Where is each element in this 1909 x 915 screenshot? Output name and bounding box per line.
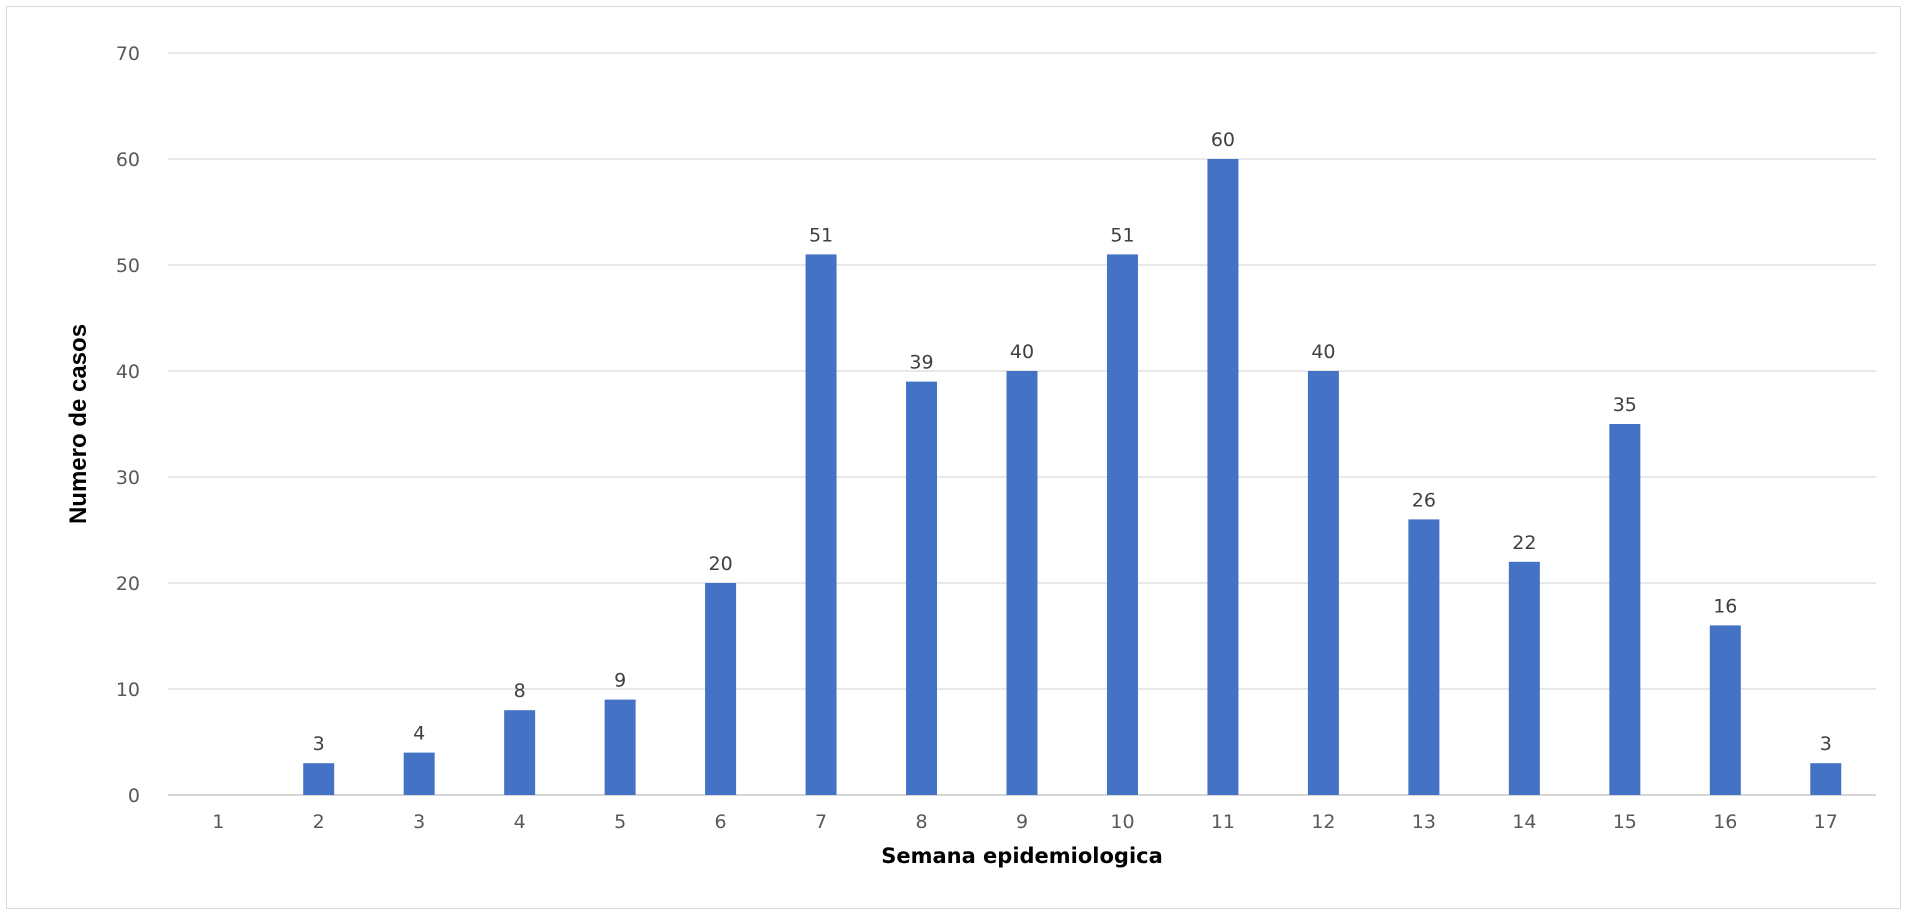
- y-tick-label: 70: [116, 43, 140, 65]
- data-label: 4: [413, 723, 425, 745]
- bars: [303, 159, 1842, 795]
- data-label: 60: [1211, 129, 1235, 151]
- data-labels: 3 4 8 9 20 51 39 40 51 60 40 26 22 35 16 3: [313, 129, 1832, 755]
- x-tick-label: 6: [715, 811, 727, 833]
- data-label: 16: [1713, 595, 1737, 617]
- x-tick-label: 1: [212, 811, 224, 833]
- bar: [504, 710, 536, 795]
- bar: [705, 583, 737, 795]
- y-tick-label: 0: [128, 785, 140, 807]
- bar: [1408, 519, 1440, 795]
- bar: [1508, 561, 1540, 795]
- y-tick-label: 30: [116, 467, 140, 489]
- bar: [805, 254, 837, 795]
- x-tick-label: 4: [514, 811, 526, 833]
- bar: [1810, 763, 1842, 795]
- x-tick-label: 15: [1613, 811, 1637, 833]
- x-tick-label: 14: [1512, 811, 1536, 833]
- bar: [1106, 254, 1138, 795]
- y-axis-ticks: 0 10 20 30 40 50 60 70: [116, 43, 140, 807]
- x-tick-label: 10: [1110, 811, 1134, 833]
- x-tick-label: 13: [1412, 811, 1436, 833]
- x-tick-label: 11: [1211, 811, 1235, 833]
- data-label: 39: [909, 352, 933, 374]
- data-label: 3: [1820, 733, 1832, 755]
- data-label: 9: [614, 670, 626, 692]
- x-tick-label: 3: [413, 811, 425, 833]
- bar: [303, 763, 335, 795]
- bar: [1709, 625, 1741, 795]
- data-label: 26: [1412, 489, 1436, 511]
- data-label: 35: [1613, 394, 1637, 416]
- data-label: 20: [708, 553, 732, 575]
- data-label: 40: [1010, 341, 1034, 363]
- data-label: 22: [1512, 532, 1536, 554]
- bar: [1609, 424, 1641, 795]
- bar: [906, 381, 938, 795]
- data-label: 8: [514, 680, 526, 702]
- y-tick-label: 50: [116, 255, 140, 277]
- data-label: 40: [1311, 341, 1335, 363]
- data-label: 51: [809, 224, 833, 246]
- y-tick-label: 40: [116, 361, 140, 383]
- bar: [1207, 159, 1239, 795]
- chart-frame: [6, 6, 1901, 909]
- bar: [604, 699, 636, 795]
- x-tick-label: 2: [313, 811, 325, 833]
- y-tick-label: 20: [116, 573, 140, 595]
- data-label: 3: [313, 733, 325, 755]
- data-label: 51: [1110, 224, 1134, 246]
- bar: [403, 752, 435, 795]
- x-tick-label: 12: [1311, 811, 1335, 833]
- y-tick-label: 60: [116, 149, 140, 171]
- x-axis-ticks: 1 2 3 4 5 6 7 8 9 10 11 12 13 14 15 16 17: [212, 811, 1838, 833]
- x-axis-title: Semana epidemiologica: [881, 844, 1163, 868]
- x-tick-label: 9: [1016, 811, 1028, 833]
- bar: [1307, 371, 1339, 795]
- x-tick-label: 5: [614, 811, 626, 833]
- x-tick-label: 17: [1814, 811, 1838, 833]
- y-axis-title: Numero de casos: [65, 324, 92, 524]
- x-tick-label: 7: [815, 811, 827, 833]
- y-tick-label: 10: [116, 679, 140, 701]
- bar: [1006, 371, 1038, 795]
- x-tick-label: 8: [915, 811, 927, 833]
- x-tick-label: 16: [1713, 811, 1737, 833]
